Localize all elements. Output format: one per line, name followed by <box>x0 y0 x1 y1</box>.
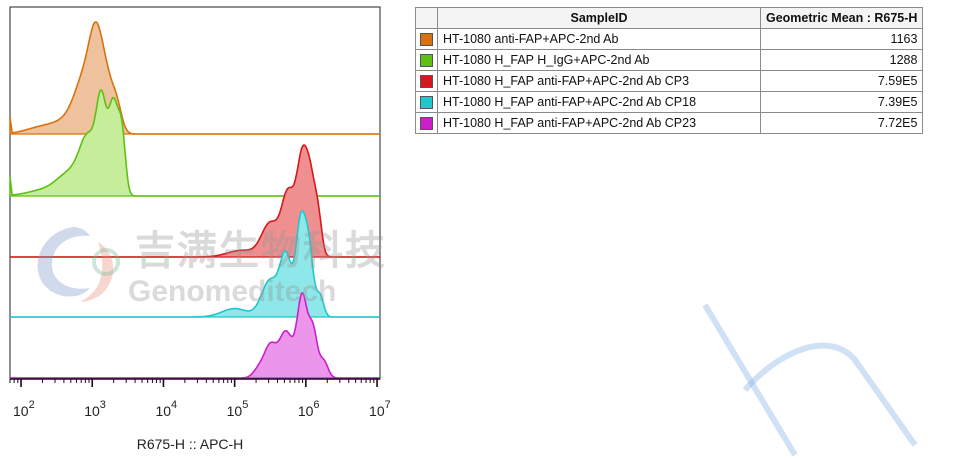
watermark-decoration <box>702 303 918 457</box>
legend-row: HT-1080 H_FAP anti-FAP+APC-2nd Ab CP23 7… <box>415 112 924 134</box>
legend-sample-name: HT-1080 H_FAP anti-FAP+APC-2nd Ab CP3 <box>437 70 761 92</box>
watermark-chinese: 吉满生物科技 <box>135 228 387 274</box>
histogram-area <box>10 90 380 196</box>
histogram-area <box>10 145 380 257</box>
legend-table: SampleID Geometric Mean : R675-H HT-1080… <box>415 7 924 134</box>
legend-geomean: 7.59E5 <box>759 70 924 92</box>
legend-geomean: 7.39E5 <box>759 91 924 113</box>
legend-header-row: SampleID Geometric Mean : R675-H <box>415 7 924 29</box>
x-tick-label: 106 <box>298 399 320 419</box>
legend-swatch <box>420 54 433 68</box>
legend-swatch <box>420 33 433 47</box>
series-group <box>9 21 380 379</box>
histogram-svg: 102 103 104 105 106 107 <box>9 6 390 419</box>
legend-row: HT-1080 H_FAP anti-FAP+APC-2nd Ab CP18 7… <box>415 91 924 113</box>
x-tick-label: 104 <box>155 399 177 419</box>
legend-header-swatch <box>415 7 438 29</box>
legend-row: HT-1080 H_FAP H_IgG+APC-2nd Ab 1288 <box>415 49 924 71</box>
legend-geomean: 1163 <box>759 28 924 50</box>
legend-geomean: 1288 <box>759 49 924 71</box>
x-axis: 102 103 104 105 106 107 <box>9 378 390 419</box>
watermark-english: Genomeditech <box>128 275 337 308</box>
x-axis-label: R675-H :: APC-H <box>136 436 244 452</box>
legend-sample-name: HT-1080 H_FAP anti-FAP+APC-2nd Ab CP18 <box>437 91 761 113</box>
legend-row: HT-1080 H_FAP anti-FAP+APC-2nd Ab CP3 7.… <box>415 70 924 92</box>
watermark-logo <box>37 227 120 302</box>
legend-sample-name: HT-1080 H_FAP H_IgG+APC-2nd Ab <box>437 49 761 71</box>
legend-sample-name: HT-1080 anti-FAP+APC-2nd Ab <box>437 28 761 50</box>
histogram-area <box>10 293 380 378</box>
x-tick-label: 105 <box>227 399 249 419</box>
legend-header-sample: SampleID <box>437 7 761 29</box>
legend-swatch <box>420 75 433 89</box>
x-tick-label: 103 <box>84 399 106 419</box>
legend-header-metric: Geometric Mean : R675-H <box>759 7 924 29</box>
legend-swatch <box>420 117 433 131</box>
histogram-area <box>10 211 380 317</box>
legend-sample-name: HT-1080 H_FAP anti-FAP+APC-2nd Ab CP23 <box>437 112 761 134</box>
legend-geomean: 7.72E5 <box>759 112 924 134</box>
legend-row: HT-1080 anti-FAP+APC-2nd Ab 1163 <box>415 28 924 50</box>
histogram-chart: 102 103 104 105 106 107 吉满生物科技 Genomeditech R… <box>0 0 390 460</box>
x-tick-label: 107 <box>369 399 390 419</box>
legend-swatch <box>420 96 433 110</box>
x-tick-label: 102 <box>13 399 35 419</box>
